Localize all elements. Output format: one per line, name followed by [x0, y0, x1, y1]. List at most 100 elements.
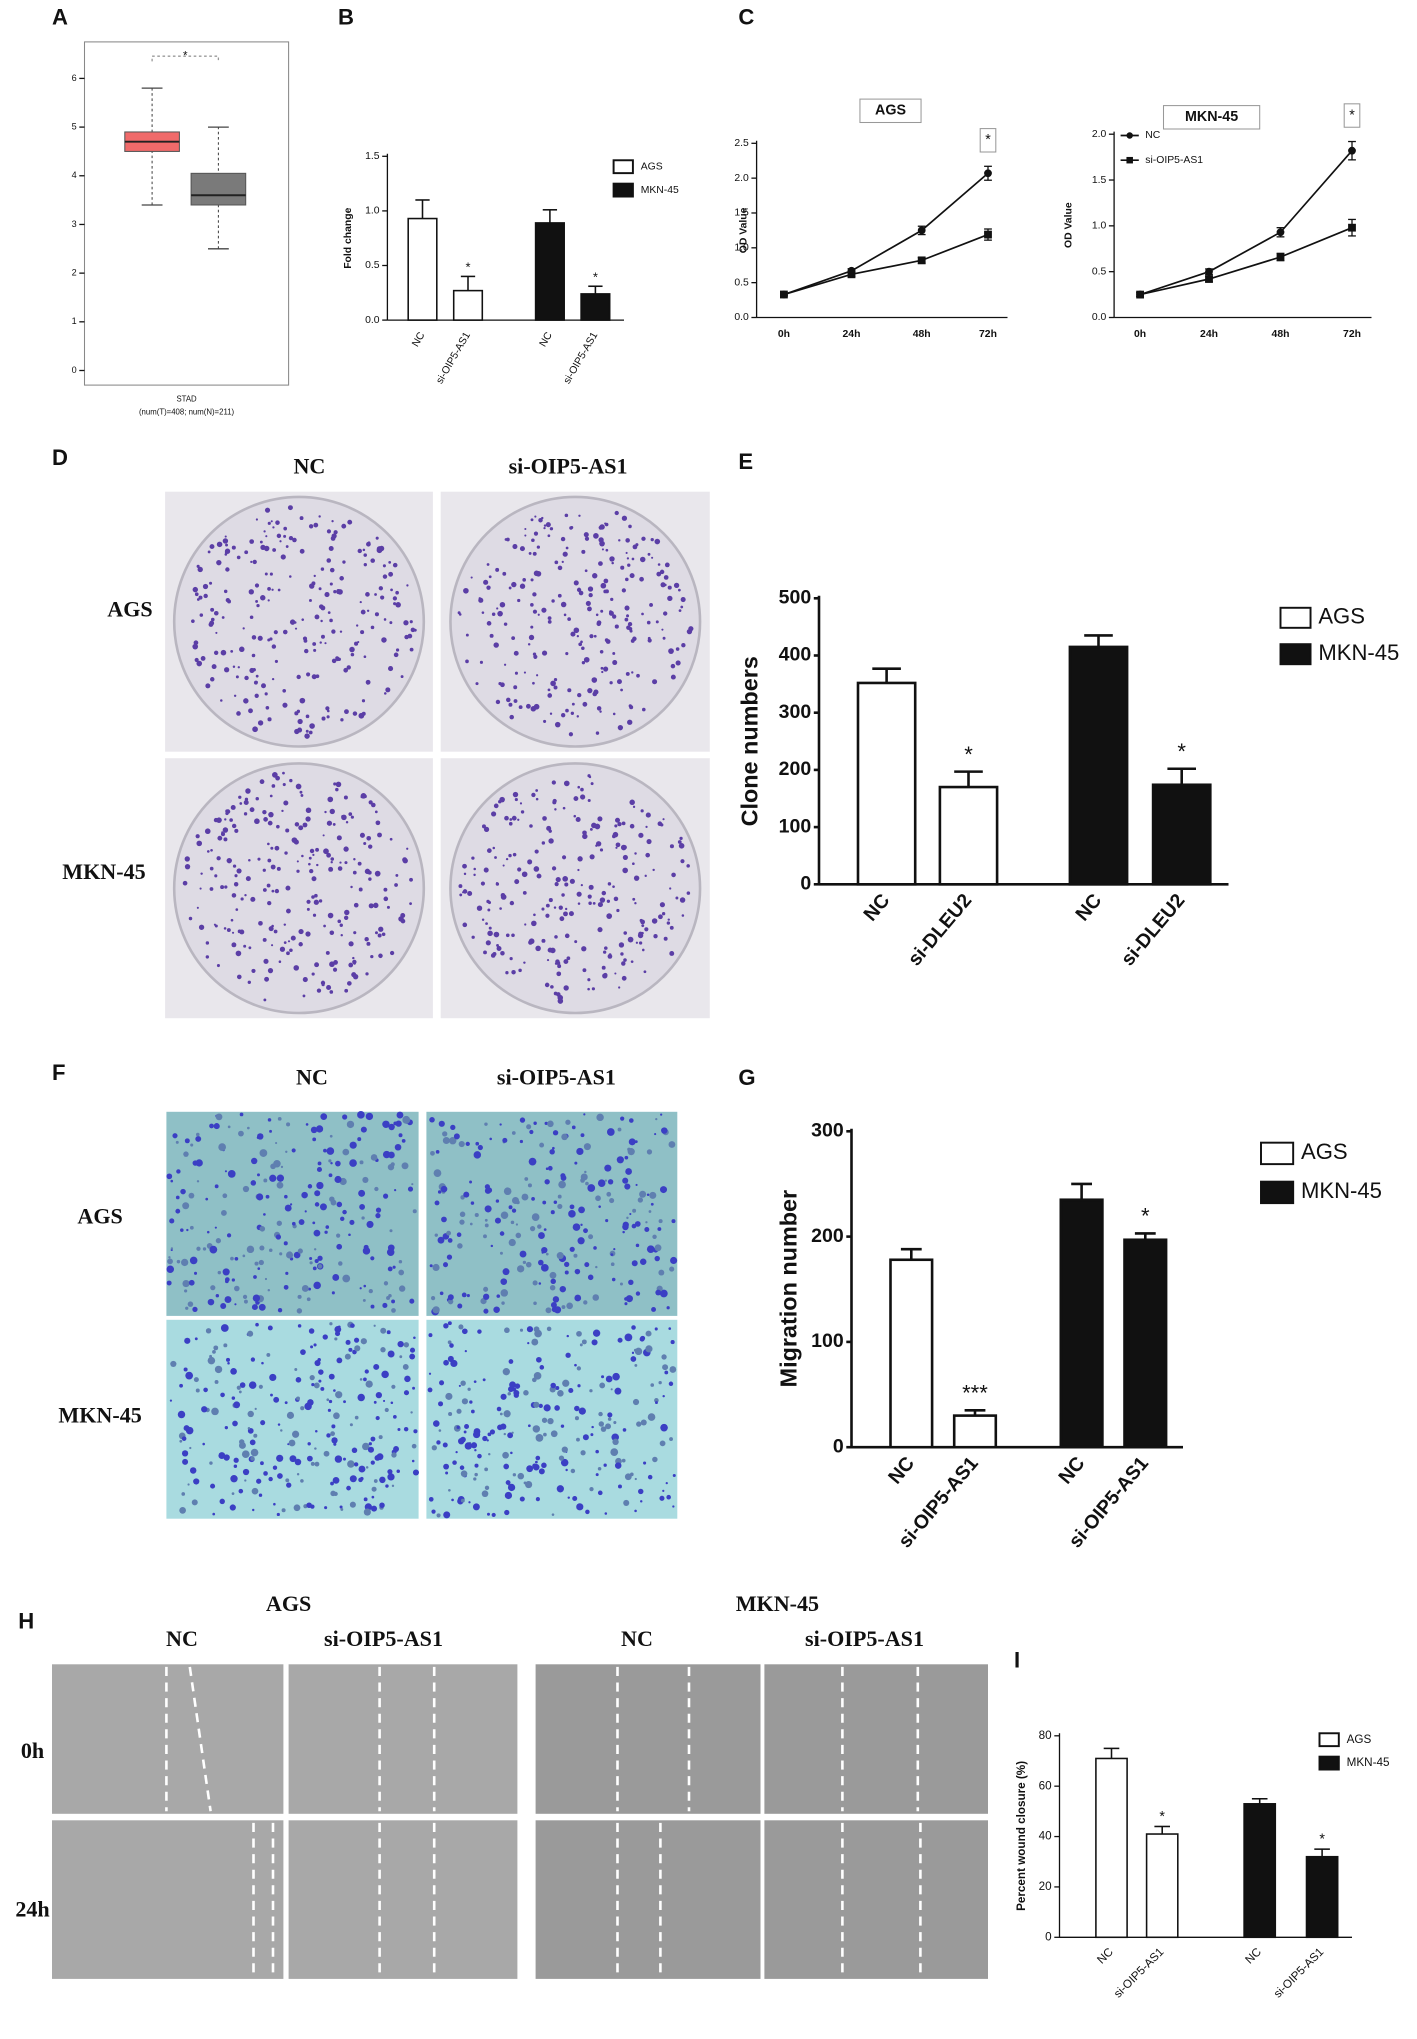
cell: [334, 1337, 338, 1341]
colony: [681, 914, 685, 917]
cell: [349, 1423, 353, 1427]
colony: [340, 934, 343, 937]
colony: [589, 854, 595, 860]
cell: [227, 1125, 231, 1129]
cell: [277, 1473, 283, 1479]
cell: [484, 1467, 489, 1472]
row-header: MKN-45: [58, 1402, 141, 1427]
cell: [267, 1288, 271, 1292]
colony: [357, 640, 360, 644]
cell: [461, 1328, 468, 1335]
colony: [363, 562, 367, 567]
colony: [302, 977, 308, 983]
colony: [675, 660, 681, 666]
colony: [491, 612, 496, 616]
colony: [491, 811, 497, 817]
colony: [551, 866, 557, 871]
colony: [588, 775, 592, 779]
colony: [649, 603, 653, 607]
colony: [634, 902, 637, 905]
row-header: MKN-45: [62, 859, 145, 884]
cell: [655, 1118, 658, 1121]
colony: [488, 926, 492, 930]
cell: [433, 1420, 440, 1427]
colony: [615, 842, 621, 848]
cell: [591, 1339, 598, 1346]
cell: [631, 1325, 636, 1330]
cell: [473, 1151, 482, 1159]
colony: [530, 625, 534, 629]
cell: [524, 1177, 529, 1181]
cell: [612, 1438, 619, 1446]
cell: [172, 1133, 178, 1139]
colony: [485, 922, 488, 925]
colony: [326, 820, 333, 826]
cell: [564, 1270, 569, 1275]
colony: [505, 933, 510, 938]
cell: [317, 1161, 322, 1166]
cell: [336, 1201, 343, 1208]
colony: [635, 543, 639, 547]
colony: [335, 787, 339, 792]
cell: [365, 1112, 374, 1121]
colony: [363, 841, 367, 846]
column-header: si-OIP5-AS1: [324, 1626, 443, 1651]
colony: [522, 578, 526, 582]
cell: [440, 1185, 448, 1193]
colony: [615, 817, 621, 823]
colony: [597, 902, 603, 908]
colony: [271, 784, 276, 788]
colony: [595, 731, 600, 735]
cell: [183, 1151, 189, 1157]
colony: [271, 677, 275, 681]
colony: [600, 609, 604, 613]
colony: [367, 541, 371, 545]
colony: [283, 534, 287, 538]
colony: [318, 899, 323, 903]
cell: [458, 1324, 464, 1330]
colony: [576, 715, 579, 718]
colony: [618, 986, 621, 989]
colony: [599, 524, 605, 530]
colony: [550, 680, 556, 687]
colony: [578, 642, 583, 647]
colony: [680, 605, 684, 609]
cell: [242, 1185, 250, 1193]
cell: [650, 1202, 654, 1206]
cell: [605, 1423, 612, 1430]
cell: [362, 1298, 366, 1302]
colony: [264, 507, 271, 513]
colony: [678, 842, 685, 849]
cell: [215, 1113, 223, 1121]
cell: [293, 1504, 301, 1512]
cell: [519, 1328, 524, 1332]
cell: [613, 1420, 617, 1425]
colony: [462, 889, 468, 894]
cell: [654, 1244, 662, 1252]
cell: [622, 1230, 625, 1234]
y-axis-label: Percent wound closure (%): [1015, 1761, 1028, 1911]
colony: [209, 581, 213, 585]
colony: [282, 702, 288, 708]
colony: [249, 615, 254, 620]
cell: [231, 1278, 235, 1282]
cell: [334, 1175, 342, 1183]
colony: [569, 878, 575, 884]
cell: [333, 1442, 337, 1446]
colony: [524, 923, 527, 926]
colony: [517, 598, 521, 603]
y-tick-label: 1.5: [1092, 175, 1107, 186]
cell: [671, 1219, 676, 1224]
cell: [324, 1230, 328, 1234]
colony: [385, 687, 391, 693]
colony: [275, 775, 280, 781]
colony: [680, 859, 685, 864]
cell: [313, 1229, 321, 1237]
colony: [294, 627, 298, 630]
colony: [260, 595, 266, 601]
colony: [620, 565, 625, 570]
colony: [223, 927, 227, 930]
cell: [272, 1465, 278, 1470]
colony: [546, 959, 550, 962]
colony: [661, 912, 666, 916]
